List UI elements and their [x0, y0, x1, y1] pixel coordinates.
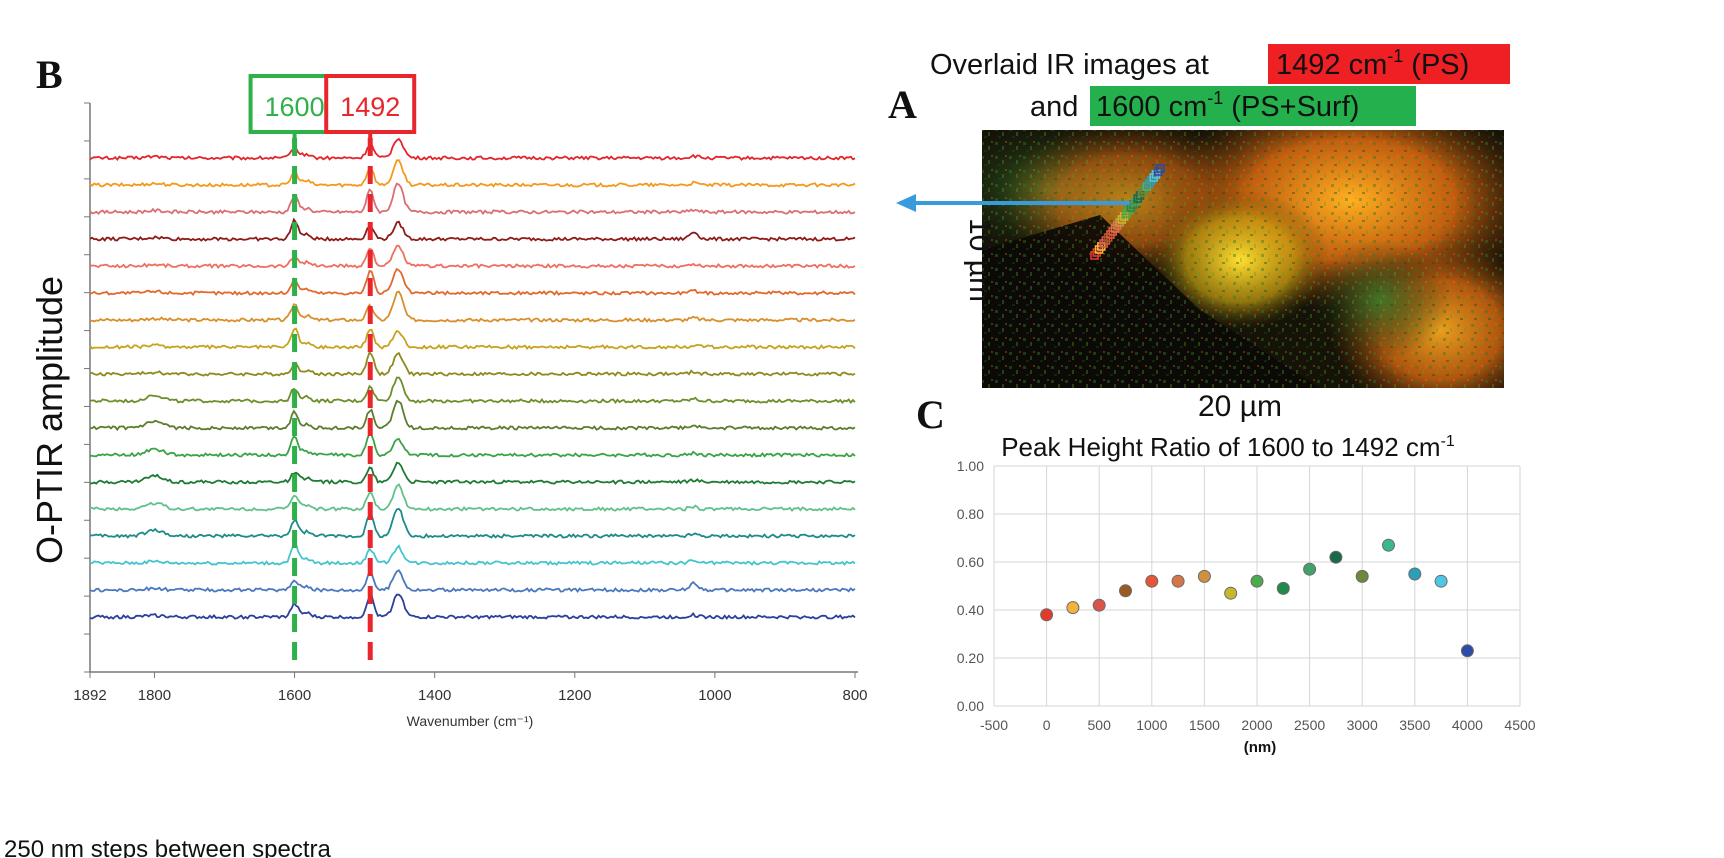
x-tick-label: 500 [1088, 717, 1112, 733]
data-point [1460, 644, 1474, 658]
spectrum-line [89, 593, 856, 620]
footnote: 250 nm steps between spectra [4, 836, 332, 858]
panel-a-title-red: 1492 cm-1 (PS) [1276, 46, 1469, 81]
data-point [1434, 574, 1448, 588]
x-tick-label: 1400 [418, 687, 451, 704]
x-tick-label: 3000 [1347, 717, 1378, 733]
chart-c-points [1040, 538, 1474, 658]
x-tick-label: 800 [842, 687, 867, 704]
data-point [1224, 586, 1238, 600]
peak-label-text: 1492 [340, 92, 400, 122]
spectra-series [89, 137, 856, 620]
x-tick-label: 4500 [1504, 717, 1535, 733]
chart-c-ticks: 0.00 0.20 0.40 0.60 0.80 1.00 -500 0 500 1000 1500… [957, 458, 1536, 733]
panel-b-letter: B [36, 52, 63, 97]
spectrum-line [89, 244, 856, 270]
data-point [1382, 538, 1395, 552]
x-tick-label: 1200 [558, 687, 591, 704]
data-point [1119, 584, 1132, 598]
data-point [1066, 601, 1080, 615]
panel-c: C Peak Height Ratio of 1600 to 1492 cm-1… [916, 392, 1536, 756]
panel-a: A Overlaid IR images at 1492 cm-1 (PS) a… [888, 44, 1510, 423]
spectrum-line [89, 350, 856, 377]
scan-marker [1156, 164, 1165, 173]
title-green-highlight [1090, 86, 1416, 126]
scale-bar-y: 10 µm [963, 218, 996, 302]
panel-c-letter: C [916, 392, 945, 437]
data-point [1092, 598, 1106, 612]
spectrum-line [89, 542, 856, 566]
data-point [1197, 569, 1211, 583]
data-point [1171, 574, 1185, 588]
chart-c-xlabel: (nm) [1244, 739, 1277, 756]
y-tick-label: 0.80 [957, 506, 984, 522]
spectrum-line [89, 267, 856, 297]
x-tick-label: 1000 [698, 687, 731, 704]
x-tick-label: 1500 [1189, 717, 1220, 733]
y-axis-ticks [84, 102, 90, 673]
x-tick-label: 2000 [1241, 717, 1272, 733]
x-tick-label: 2500 [1294, 717, 1325, 733]
spectrum-line [90, 432, 856, 458]
y-tick-label: 0.60 [957, 554, 984, 570]
spectrum-line [89, 159, 856, 188]
data-point [1303, 562, 1317, 576]
spectrum-line [89, 327, 856, 351]
peak-labels: 1600 1492 [248, 74, 417, 150]
data-point [1329, 550, 1343, 564]
spectrum-line [89, 399, 856, 432]
panel-a-title-line2: and [1030, 91, 1078, 123]
arrow-head [896, 194, 916, 212]
data-point [1276, 581, 1290, 595]
spectrum-line [89, 182, 856, 216]
panel-b: B 1600 1492 1892 1800 1600 1400 1200 1000 800 O… [4, 52, 868, 858]
y-tick-label: 0.00 [957, 698, 984, 714]
spectrum-line [89, 507, 856, 539]
peak-label-box [324, 74, 417, 134]
ir-image [982, 130, 1504, 388]
chart-c-title: Peak Height Ratio of 1600 to 1492 cm-1 [1001, 432, 1455, 462]
y-axis-label: O-PTIR amplitude [29, 276, 70, 564]
title-red-highlight [1268, 44, 1510, 84]
y-tick-label: 0.40 [957, 602, 984, 618]
x-tick-label: 1000 [1136, 717, 1167, 733]
panel-a-title-line1: Overlaid IR images at [930, 49, 1209, 81]
line-scan-markers [1090, 164, 1165, 260]
scale-bar-x: 20 µm [1198, 390, 1282, 423]
data-point [1408, 567, 1422, 581]
panel-a-title-green: 1600 cm-1 (PS+Surf) [1096, 88, 1359, 123]
spectrum-line [89, 217, 856, 242]
chart-c-grid [993, 465, 1521, 707]
y-tick-label: 0.20 [957, 650, 984, 666]
data-point [1355, 569, 1369, 583]
peak-label-text: 1600 [265, 92, 325, 122]
x-tick-label: -500 [980, 717, 1008, 733]
spectrum-line [89, 290, 856, 323]
x-tick-label: 4000 [1452, 717, 1483, 733]
peak-marker-lines [292, 138, 373, 668]
x-axis-ticks: 1892 1800 1600 1400 1200 1000 800 [73, 672, 868, 704]
y-tick-label: 1.00 [957, 458, 984, 474]
x-axis-label: Wavenumber (cm⁻¹) [407, 713, 534, 729]
data-point [1250, 574, 1264, 588]
data-point [1040, 608, 1054, 622]
x-tick-label: 3500 [1399, 717, 1430, 733]
x-tick-label: 0 [1043, 717, 1051, 733]
spectrum-line [89, 461, 856, 485]
x-tick-label: 1600 [278, 687, 311, 704]
x-tick-label: 1800 [138, 687, 171, 704]
x-tick-label: 1892 [73, 687, 106, 704]
spectrum-line [89, 137, 856, 162]
spectrum-line [89, 569, 856, 594]
spectrum-line [89, 483, 856, 512]
data-point [1145, 574, 1159, 588]
panel-a-letter: A [888, 82, 917, 127]
spectrum-line [89, 376, 856, 405]
